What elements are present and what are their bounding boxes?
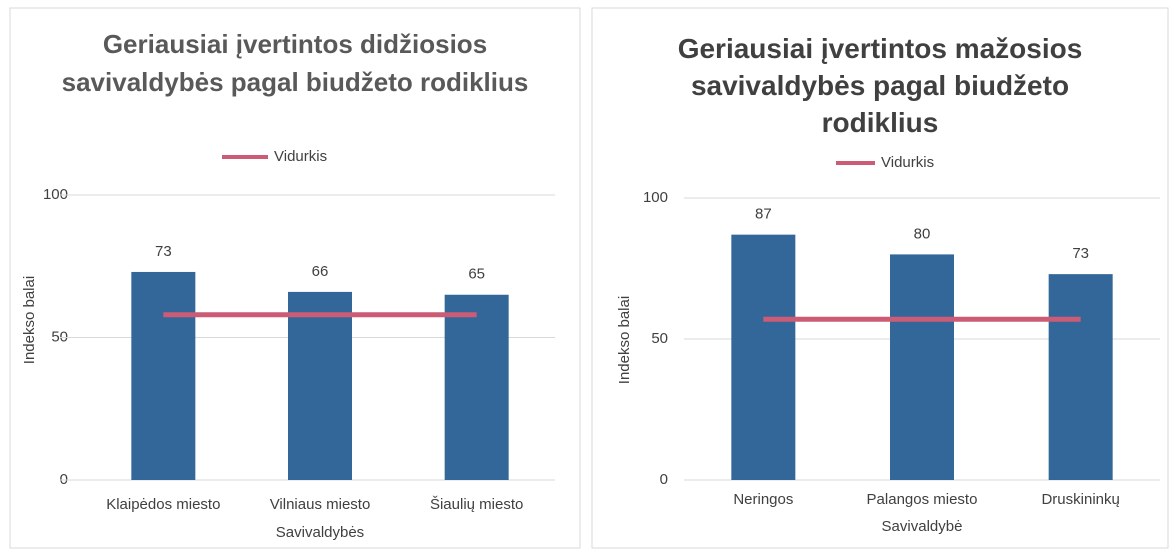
bar bbox=[288, 291, 352, 480]
y-tick-label: 100 bbox=[643, 189, 668, 206]
y-axis-label: Indekso balai bbox=[616, 296, 633, 384]
chart-title: Geriausiai įvertintos didžiosios savival… bbox=[61, 29, 529, 97]
legend-label: Vidurkis bbox=[881, 154, 934, 171]
value-label: 73 bbox=[1072, 245, 1089, 262]
x-axis-label: Savivaldybė bbox=[882, 518, 963, 535]
y-tick-label: 0 bbox=[60, 471, 68, 488]
x-tick-label: Neringos bbox=[733, 491, 793, 508]
y-axis-label: Indekso balai bbox=[21, 276, 38, 364]
bar bbox=[890, 254, 954, 480]
y-tick-label: 50 bbox=[651, 330, 668, 347]
panel bbox=[591, 7, 1169, 549]
x-tick-label: Klaipėdos miesto bbox=[106, 496, 220, 513]
bar bbox=[731, 234, 796, 480]
x-tick-label: Palangos miesto bbox=[867, 491, 978, 508]
value-label: 80 bbox=[914, 225, 931, 242]
value-label: 87 bbox=[755, 206, 772, 223]
value-label: 73 bbox=[155, 243, 172, 260]
chart-title: Geriausiai įvertintos mažosios savivaldy… bbox=[677, 33, 1083, 138]
bar bbox=[444, 294, 509, 480]
x-tick-label: Druskininkų bbox=[1041, 491, 1119, 508]
value-label: 66 bbox=[312, 263, 329, 280]
y-tick-label: 0 bbox=[660, 471, 668, 488]
value-label: 65 bbox=[468, 266, 485, 283]
bar bbox=[1048, 274, 1113, 480]
bar bbox=[131, 271, 196, 480]
panel bbox=[9, 7, 581, 549]
legend-label: Vidurkis bbox=[274, 148, 327, 165]
y-tick-label: 50 bbox=[51, 328, 68, 345]
x-tick-label: Šiaulių miesto bbox=[430, 496, 523, 513]
y-tick-label: 100 bbox=[43, 186, 68, 203]
x-axis-label: Savivaldybės bbox=[276, 524, 364, 541]
x-tick-label: Vilniaus miesto bbox=[270, 496, 371, 513]
